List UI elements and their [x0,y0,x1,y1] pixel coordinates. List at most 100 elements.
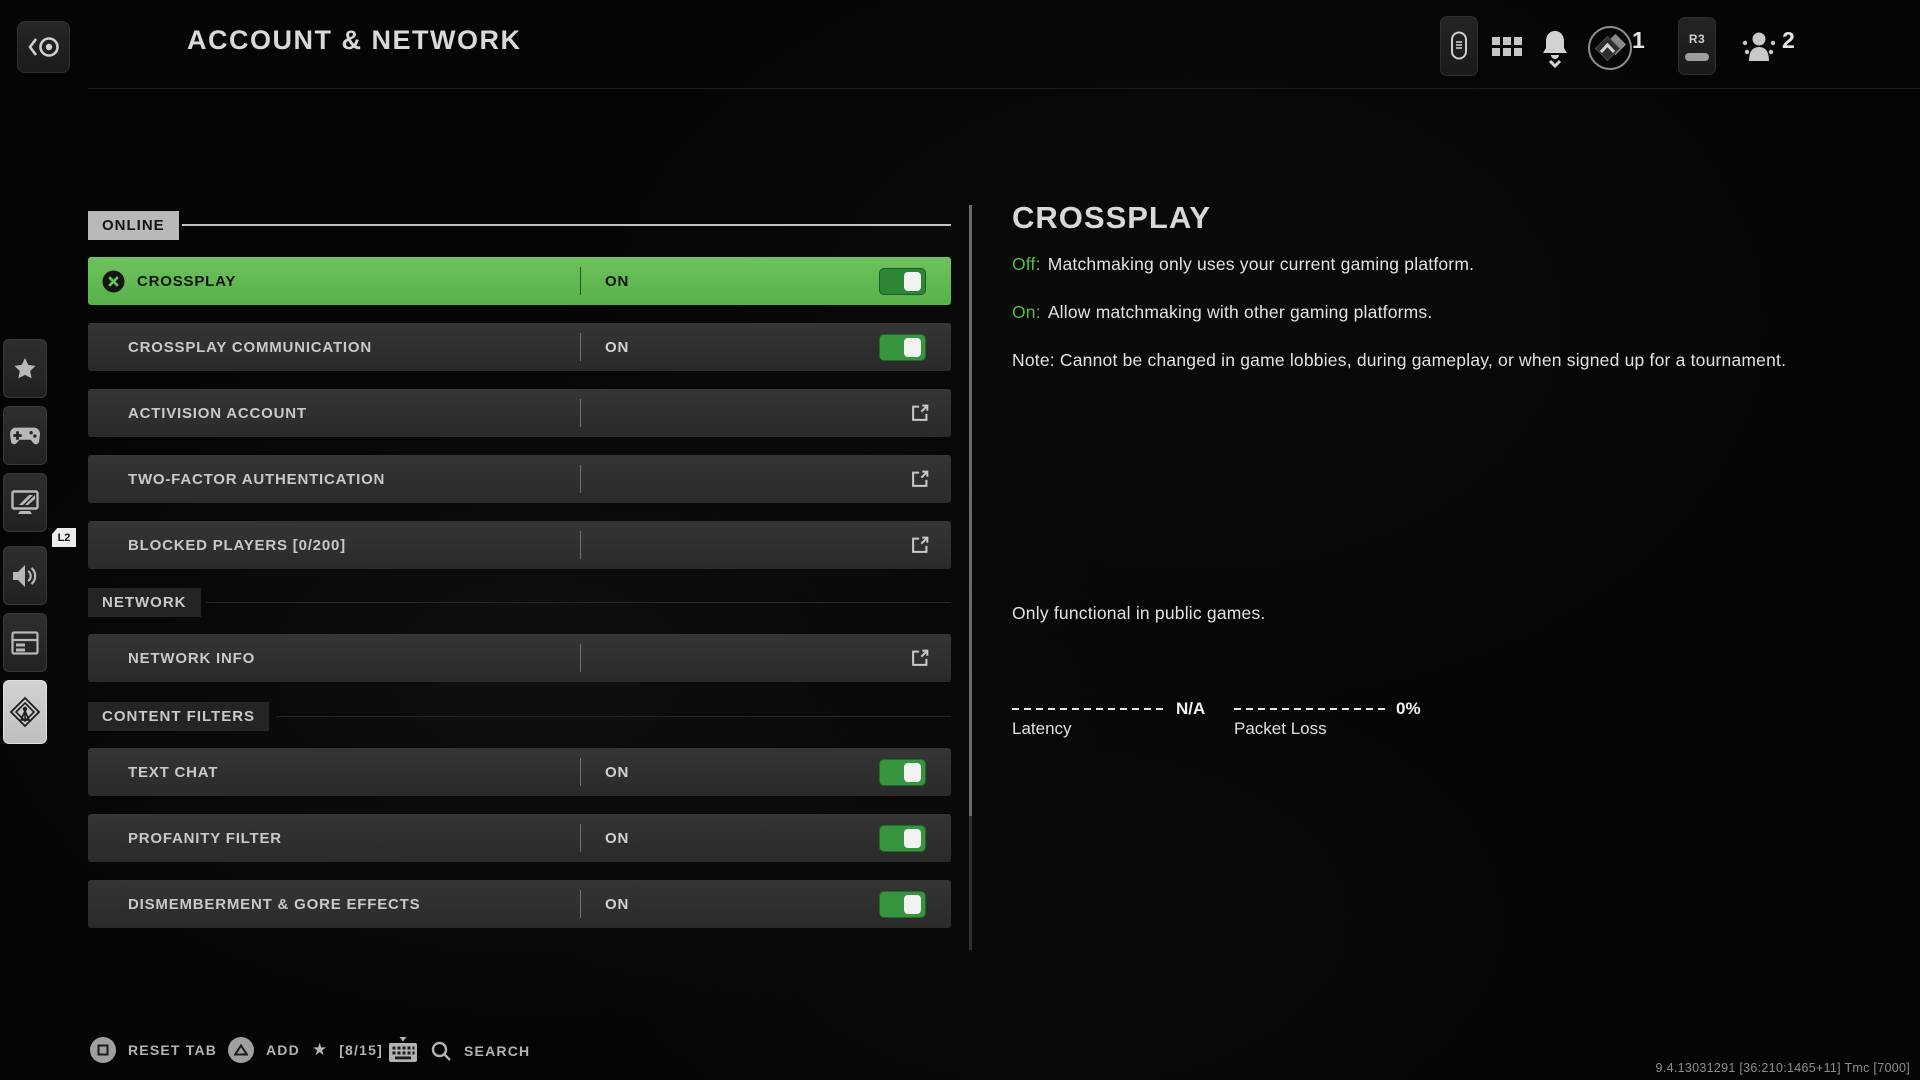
row-divider [580,824,581,852]
row-label: PROFANITY FILTER [128,829,282,847]
row-label: NETWORK INFO [128,649,256,667]
gamepad-icon [10,427,40,444]
row-divider [580,465,581,493]
row-label: CROSSPLAY COMMUNICATION [128,338,372,356]
detail-title: CROSSPLAY [1012,200,1212,235]
settings-scrollbar[interactable] [969,205,972,950]
section-rule [206,602,951,603]
row-divider [580,531,581,559]
squad-icon [1742,32,1776,61]
search-icon [430,1040,452,1062]
settings-row-dismemberment-gore[interactable]: DISMEMBERMENT & GORE EFFECTS ON [88,880,951,928]
display-icon [11,489,39,514]
settings-row-network-info[interactable]: NETWORK INFO [88,634,951,682]
off-text: Matchmaking only uses your current gamin… [1047,254,1475,274]
row-label: TEXT CHAT [128,763,219,781]
build-version-text: 9.4.13031291 [36:210:1465+11] Tmc [7000] [1655,1061,1910,1075]
row-divider [580,890,581,918]
packet-loss-value: 0% [1396,699,1421,718]
squad-count: 2 [1782,27,1795,53]
on-text: Allow matchmaking with other gaming plat… [1047,302,1433,322]
section-header-online: ONLINE [88,211,179,240]
sidebar-item-graphics[interactable] [3,473,47,532]
mouse-input-button[interactable] [1440,16,1478,76]
sidebar-item-audio[interactable] [3,546,47,605]
apps-grid-button[interactable] [1492,37,1522,63]
row-label: BLOCKED PLAYERS [0/200] [128,536,346,554]
profanity-filter-toggle[interactable] [879,824,926,852]
row-label: ACTIVISION ACCOUNT [128,404,307,422]
section-header-network: NETWORK [88,588,201,617]
squad-button[interactable] [1740,28,1778,71]
crossplay-toggle[interactable] [879,267,926,295]
settings-row-activision-account[interactable]: ACTIVISION ACCOUNT [88,389,951,437]
settings-row-crossplay[interactable]: CROSSPLAY ON [88,257,951,305]
speaker-icon [13,564,37,587]
row-value: ON [605,338,630,356]
broadcast-antenna-icon [9,696,41,728]
packet-loss-sparkline [1234,708,1386,710]
external-link-icon [909,534,931,561]
interface-icon [11,630,39,655]
search-label: SEARCH [464,1042,531,1059]
bell-icon [1543,31,1567,69]
crossplay-communication-toggle[interactable] [879,333,926,361]
section-rule [182,224,951,226]
apps-grid-icon [1492,37,1522,56]
x-button-icon [102,270,125,293]
latency-sparkline [1012,708,1164,710]
dismemberment-gore-toggle[interactable] [879,890,926,918]
back-button[interactable] [17,21,70,73]
settings-row-blocked-players[interactable]: BLOCKED PLAYERS [0/200] [88,521,951,569]
add-favorite-button[interactable]: ADD ★ [8/15] [228,1037,383,1063]
add-count: [8/15] [339,1042,383,1058]
circle-button-back-icon [27,37,59,57]
sidebar-item-interface[interactable] [3,613,47,672]
square-button-icon [90,1037,116,1063]
text-chat-toggle[interactable] [879,758,926,786]
search-button[interactable]: SEARCH [388,1037,530,1064]
sidebar-item-favorites[interactable] [3,339,47,398]
reset-tab-label: RESET TAB [128,1042,218,1058]
notifications-button[interactable] [1538,28,1572,73]
keyboard-icon [388,1037,418,1064]
settings-row-two-factor-authentication[interactable]: TWO-FACTOR AUTHENTICATION [88,455,951,503]
rank-emblem-button[interactable] [1586,24,1634,77]
row-value: ON [605,272,630,290]
latency-label: Latency [1012,719,1072,738]
latency-value: N/A [1176,699,1206,718]
row-value: ON [605,895,630,913]
detail-note2: Only functional in public games. [1012,603,1266,623]
row-label: CROSSPLAY [137,272,237,290]
external-link-icon [909,402,931,429]
r3-button[interactable]: R3 [1678,17,1716,75]
r3-label: R3 [1688,31,1706,46]
section-header-content-filters: CONTENT FILTERS [88,702,270,731]
row-label: TWO-FACTOR AUTHENTICATION [128,470,386,488]
detail-on-line: On: Allow matchmaking with other gaming p… [1012,302,1432,323]
settings-row-profanity-filter[interactable]: PROFANITY FILTER ON [88,814,951,862]
external-link-icon [909,647,931,674]
favorite-star-icon: ★ [311,1040,328,1059]
detail-note-line: Note: Cannot be changed in game lobbies,… [1012,350,1787,370]
on-prefix: On: [1012,302,1041,322]
row-divider [580,333,581,361]
r3-stick-icon [1685,52,1709,61]
row-value: ON [605,829,630,847]
header-divider [88,88,1920,89]
triangle-button-icon [228,1037,254,1063]
settings-row-text-chat[interactable]: TEXT CHAT ON [88,748,951,796]
external-link-icon [909,468,931,495]
sidebar-item-account-network[interactable] [3,680,47,744]
reset-tab-button[interactable]: RESET TAB [90,1037,217,1063]
rank-emblem-icon [1588,26,1632,70]
settings-row-crossplay-communication[interactable]: CROSSPLAY COMMUNICATION ON [88,323,951,371]
l2-shoulder-hint: L2 [52,528,76,547]
section-rule [276,716,951,717]
mouse-icon [1451,31,1467,60]
row-label: DISMEMBERMENT & GORE EFFECTS [128,895,421,913]
page-title: ACCOUNT & NETWORK [187,25,522,55]
star-icon [14,357,36,378]
sidebar-item-controller[interactable] [3,406,47,465]
